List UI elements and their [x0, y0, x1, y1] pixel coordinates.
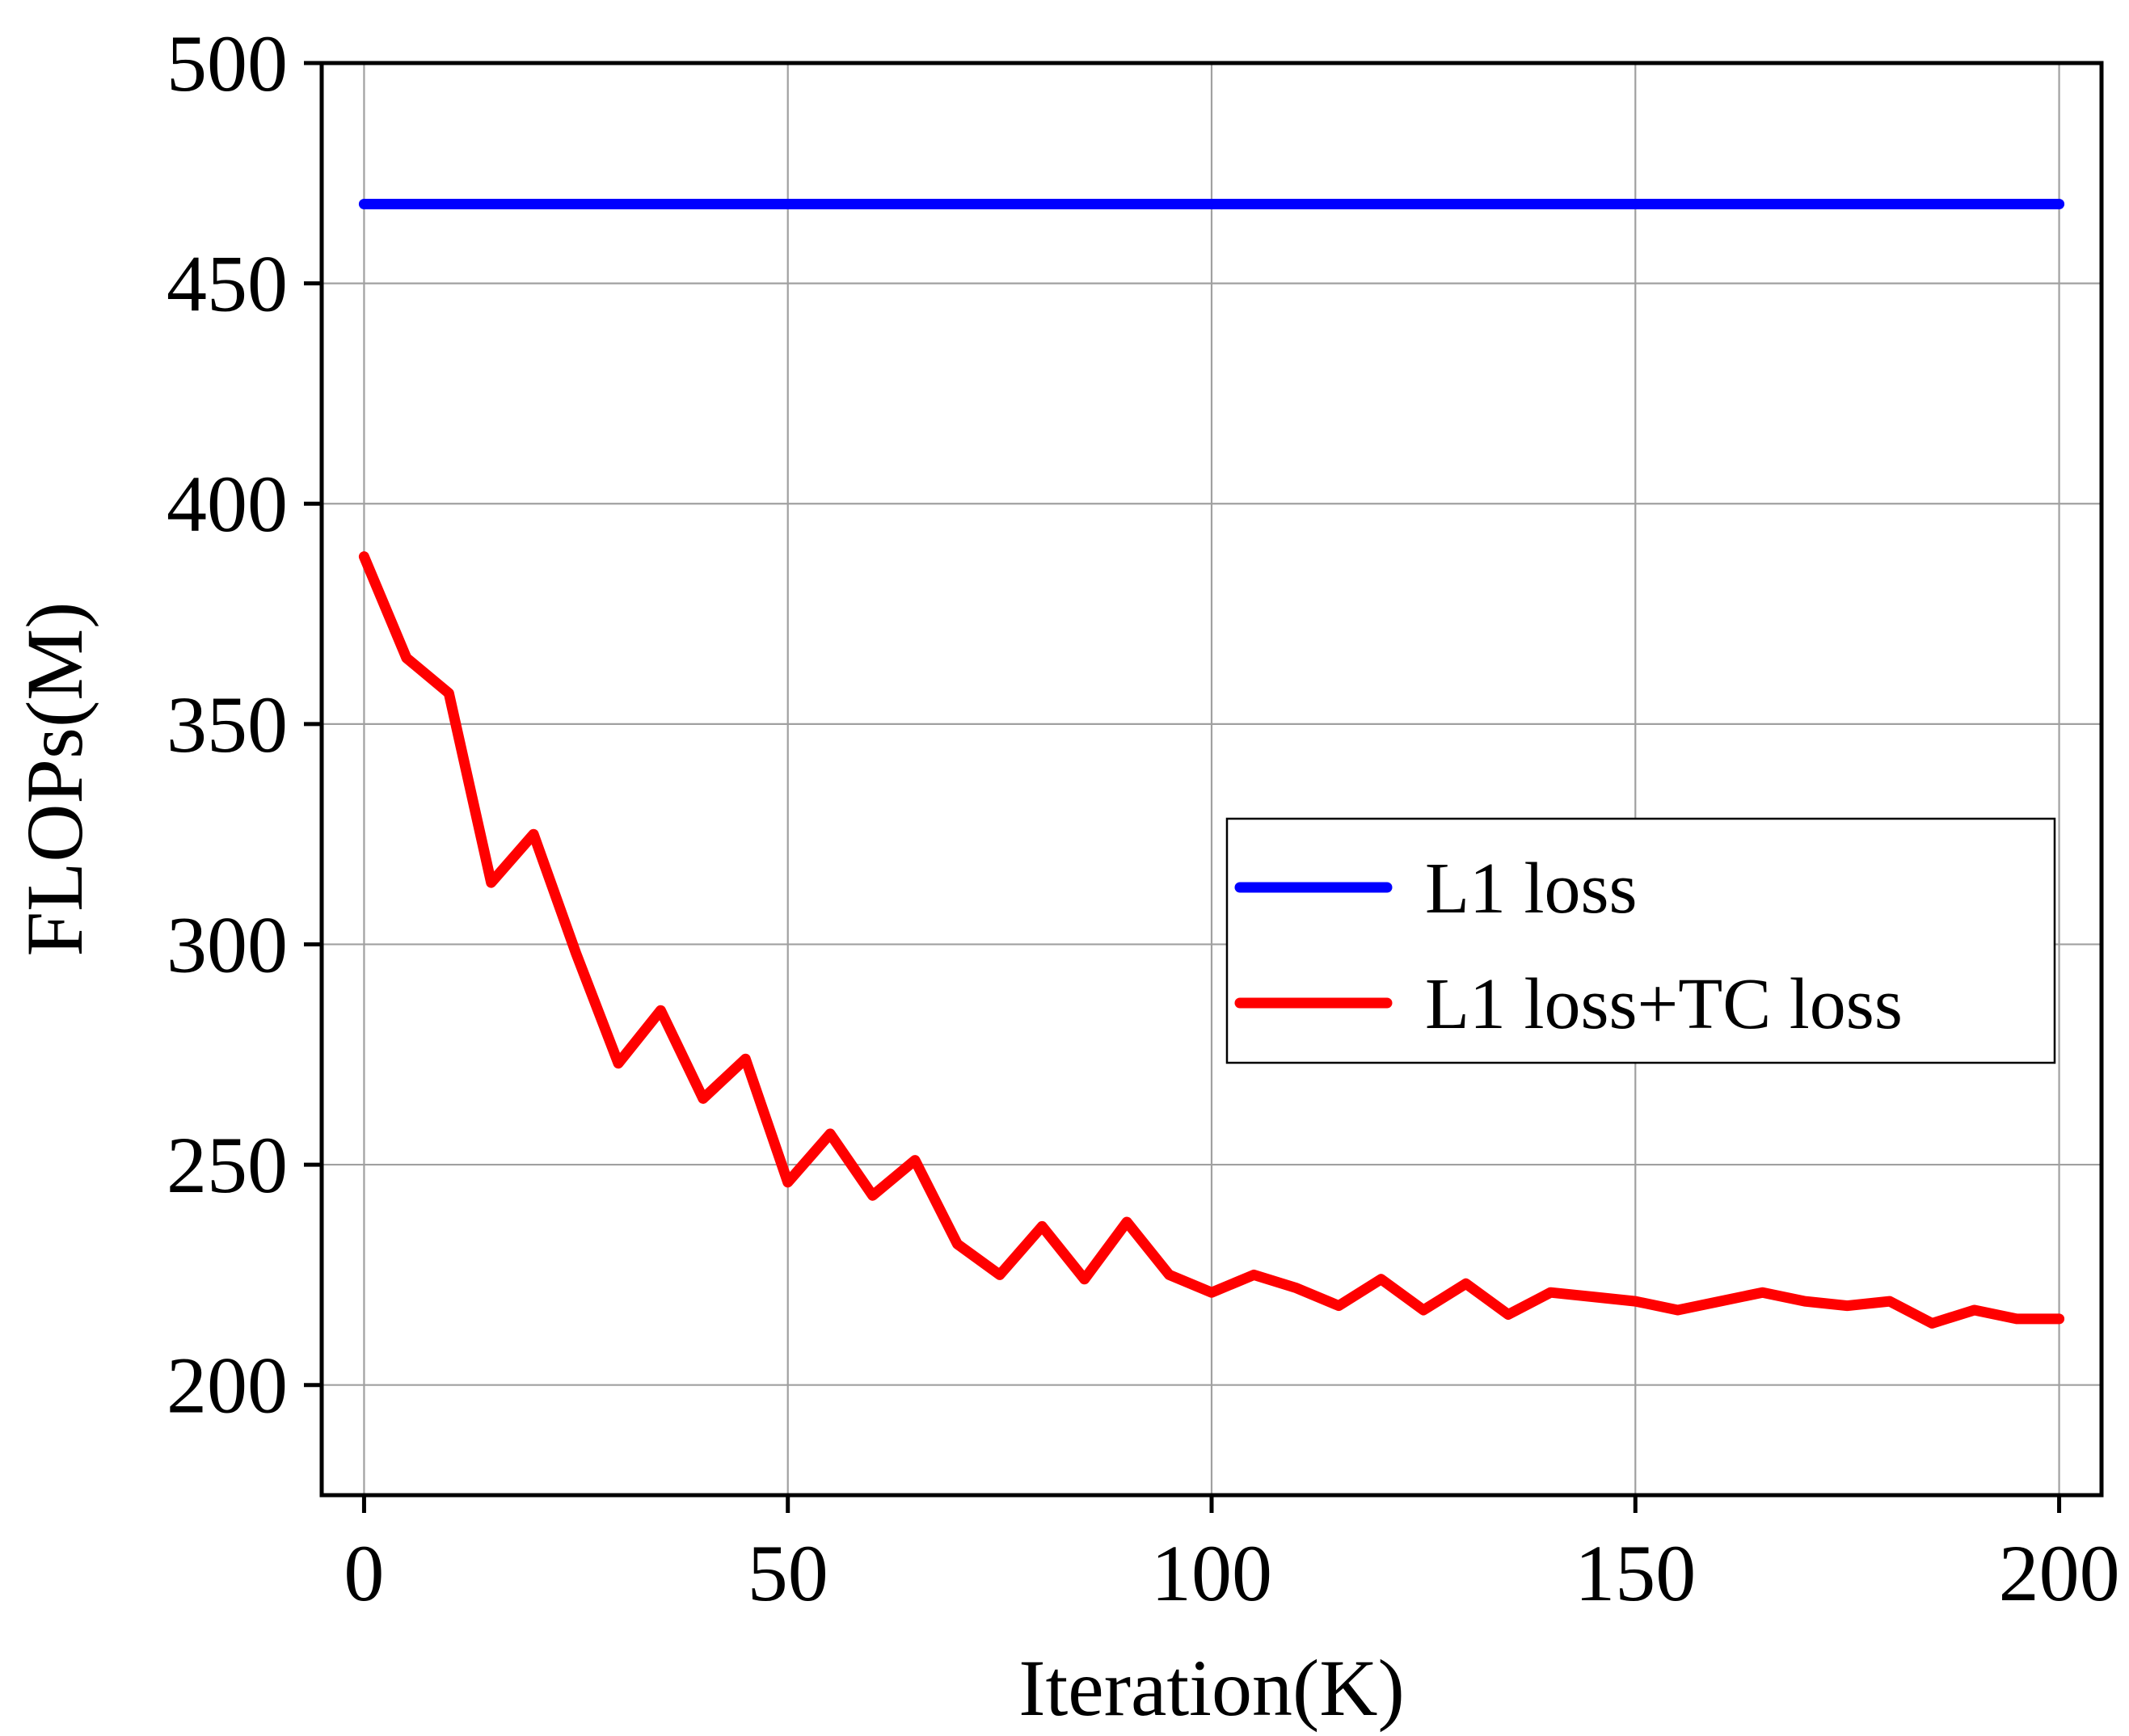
- y-tick-label: 250: [167, 1120, 288, 1210]
- y-axis-label: FLOPs(M): [10, 602, 99, 957]
- y-tick-label: 300: [167, 900, 288, 989]
- y-tick-label: 200: [167, 1341, 288, 1431]
- x-tick-label: 50: [748, 1528, 828, 1618]
- y-tick-label: 350: [167, 680, 288, 769]
- y-tick-label: 450: [167, 239, 288, 329]
- legend-label-l1-tc-loss: L1 loss+TC loss: [1425, 964, 1903, 1044]
- legend-label-l1-loss: L1 loss: [1425, 849, 1638, 929]
- x-tick-label: 0: [344, 1528, 384, 1618]
- x-axis-label: Iteration(K): [1018, 1643, 1405, 1733]
- legend-box: [1225, 817, 2056, 1064]
- y-tick-label: 400: [167, 459, 288, 549]
- x-axis-ticks: 0 50 100 150 200: [344, 1495, 2120, 1618]
- x-tick-label: 200: [1999, 1528, 2120, 1618]
- legend: L1 loss L1 loss+TC loss: [1225, 817, 2056, 1064]
- grid-lines: [322, 61, 2102, 1495]
- x-tick-label: 150: [1575, 1528, 1696, 1618]
- y-tick-label: 500: [167, 19, 288, 108]
- series-lines: [358, 199, 2065, 1329]
- y-axis-ticks: 200 250 300 350 400 450 500: [167, 19, 322, 1431]
- x-tick-label: 100: [1151, 1528, 1272, 1618]
- series-line-1: [358, 551, 2065, 1329]
